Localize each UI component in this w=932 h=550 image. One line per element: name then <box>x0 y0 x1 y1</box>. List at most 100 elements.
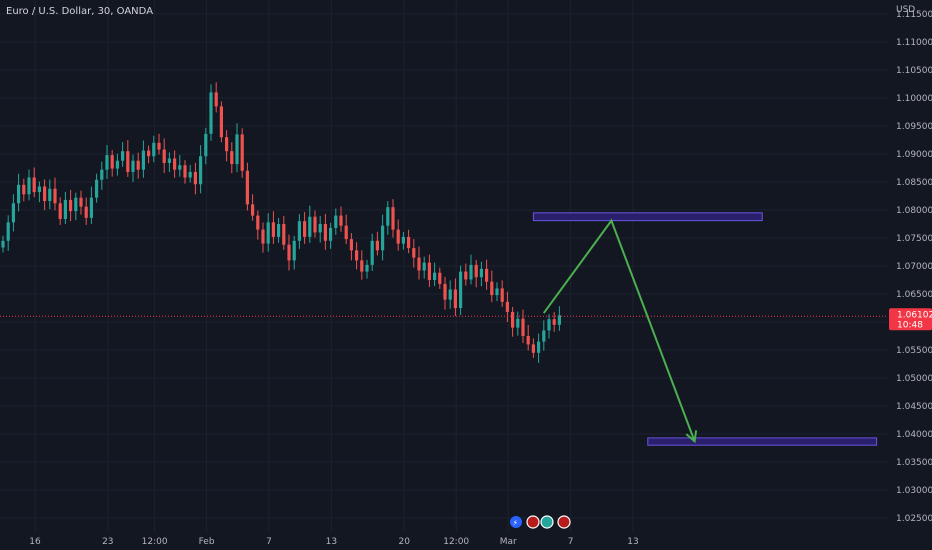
candle-body[interactable] <box>230 151 234 165</box>
candle-body[interactable] <box>110 155 114 169</box>
resistance-zone[interactable] <box>532 212 763 222</box>
candle-body[interactable] <box>27 177 31 195</box>
candle-body[interactable] <box>469 264 473 280</box>
candle-body[interactable] <box>162 149 166 163</box>
candle-body[interactable] <box>505 301 509 312</box>
event-markers[interactable]: ⚡ <box>510 515 571 529</box>
candle-body[interactable] <box>100 169 104 180</box>
candle-body[interactable] <box>417 257 421 271</box>
candle-body[interactable] <box>412 248 416 258</box>
candle-body[interactable] <box>308 216 312 237</box>
candle-body[interactable] <box>43 186 47 202</box>
candle-body[interactable] <box>11 203 15 223</box>
candle-body[interactable] <box>396 229 400 244</box>
candle-body[interactable] <box>53 188 57 204</box>
us-flag-event-icon-2[interactable] <box>557 515 571 529</box>
candle-body[interactable] <box>271 222 275 237</box>
candle-body[interactable] <box>167 158 171 163</box>
candle-body[interactable] <box>297 221 301 241</box>
time-axis[interactable]: 16 23 12:00 Feb 7 13 20 12:00 Mar 7 13 <box>29 537 638 547</box>
candle-body[interactable] <box>32 177 36 193</box>
candle-body[interactable] <box>433 272 437 280</box>
candle-body[interactable] <box>136 160 140 170</box>
candle-body[interactable] <box>89 197 93 218</box>
candle-body[interactable] <box>386 207 390 226</box>
candle-body[interactable] <box>448 289 452 300</box>
candle-body[interactable] <box>329 227 333 241</box>
lightning-event-icon[interactable] <box>510 516 522 528</box>
candle-body[interactable] <box>521 318 525 336</box>
candle-body[interactable] <box>344 225 348 240</box>
candle-body[interactable] <box>84 206 88 218</box>
candle-body[interactable] <box>339 215 343 226</box>
support-zone[interactable] <box>647 437 878 446</box>
candle-body[interactable] <box>381 225 385 251</box>
candle-body[interactable] <box>147 150 151 157</box>
candle-body[interactable] <box>459 271 463 308</box>
candle-body[interactable] <box>58 203 62 219</box>
candle-body[interactable] <box>225 137 229 152</box>
candle-body[interactable] <box>547 319 551 331</box>
candle-body[interactable] <box>287 244 291 261</box>
candle-body[interactable] <box>500 288 504 302</box>
candle-body[interactable] <box>74 197 78 212</box>
candle-body[interactable] <box>552 319 556 325</box>
candle-body[interactable] <box>318 224 322 233</box>
candle-body[interactable] <box>152 142 156 157</box>
candle-body[interactable] <box>141 150 145 170</box>
candle-body[interactable] <box>282 224 286 245</box>
candle-body[interactable] <box>173 158 177 170</box>
candle-body[interactable] <box>485 268 489 282</box>
candle-body[interactable] <box>183 165 187 178</box>
candle-body[interactable] <box>63 199 67 219</box>
candle-body[interactable] <box>115 160 119 169</box>
candle-body[interactable] <box>266 222 270 244</box>
candle-body[interactable] <box>204 133 208 157</box>
candle-body[interactable] <box>391 207 395 230</box>
candle-body[interactable] <box>516 318 520 328</box>
candle-body[interactable] <box>537 341 541 353</box>
candle-body[interactable] <box>48 188 52 202</box>
candle-body[interactable] <box>6 222 10 241</box>
candle-body[interactable] <box>557 315 561 325</box>
candle-body[interactable] <box>323 224 327 241</box>
candle-body[interactable] <box>375 240 379 251</box>
candle-body[interactable] <box>209 92 213 134</box>
candle-body[interactable] <box>355 250 359 261</box>
candle-body[interactable] <box>199 156 203 185</box>
candle-body[interactable] <box>349 239 353 251</box>
candle-body[interactable] <box>490 281 494 296</box>
eu-event-icon[interactable] <box>540 515 554 529</box>
candle-body[interactable] <box>292 240 296 261</box>
candle-body[interactable] <box>69 199 73 212</box>
candle-body[interactable] <box>427 262 431 280</box>
candle-body[interactable] <box>401 236 405 244</box>
candle-body[interactable] <box>95 179 99 198</box>
projection-path[interactable] <box>542 218 696 442</box>
candle-body[interactable] <box>105 155 109 170</box>
candle-body[interactable] <box>453 289 457 308</box>
candle-body[interactable] <box>438 272 442 284</box>
candle-body[interactable] <box>1 240 5 248</box>
drawing-annotations[interactable] <box>532 212 878 446</box>
candle-body[interactable] <box>256 215 260 230</box>
candle-body[interactable] <box>365 264 369 272</box>
candle-body[interactable] <box>22 184 26 195</box>
candle-body[interactable] <box>407 236 411 249</box>
candle-body[interactable] <box>531 344 535 353</box>
candle-body[interactable] <box>245 170 249 205</box>
candle-body[interactable] <box>422 262 426 271</box>
candle-body[interactable] <box>303 221 307 237</box>
candle-body[interactable] <box>240 134 244 171</box>
candlestick-series[interactable] <box>1 82 561 363</box>
candle-body[interactable] <box>193 171 197 185</box>
candle-body[interactable] <box>474 264 478 278</box>
candle-body[interactable] <box>126 151 130 172</box>
candle-body[interactable] <box>370 240 374 265</box>
candle-body[interactable] <box>219 106 223 138</box>
candle-body[interactable] <box>526 336 530 345</box>
candle-body[interactable] <box>157 142 161 150</box>
candle-body[interactable] <box>443 283 447 300</box>
candle-body[interactable] <box>37 186 41 193</box>
